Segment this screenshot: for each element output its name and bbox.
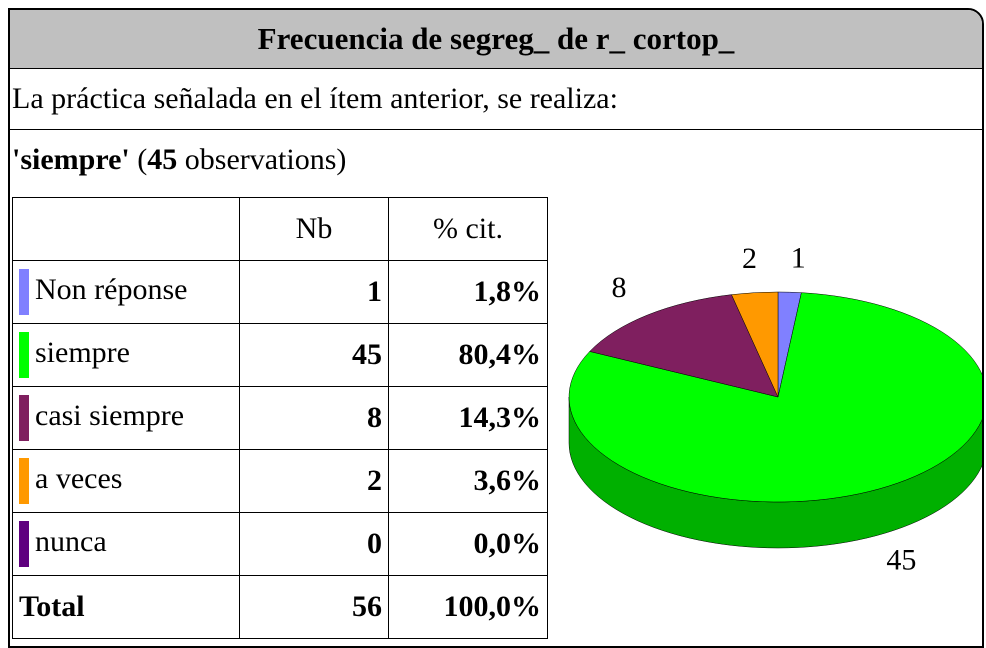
question: La práctica señalada en el ítem anterior…: [10, 69, 982, 130]
filter-suffix: observations): [184, 143, 347, 176]
pct-cell: 1,8%: [388, 260, 548, 324]
pie-slice: [731, 291, 779, 398]
pie-label: 8: [612, 271, 627, 304]
column-header: Nb: [239, 197, 389, 261]
row-label: nunca: [35, 524, 107, 558]
filter-count: 45: [147, 143, 178, 176]
swatch: [19, 458, 29, 504]
label-cell: casi siempre: [12, 386, 240, 450]
nb-cell: 8: [239, 386, 389, 450]
row-label: siempre: [35, 335, 130, 369]
swatch: [19, 521, 29, 567]
pie-slice: [568, 292, 982, 503]
label-cell: nunca: [12, 512, 240, 576]
row: siempre 45 80,4%: [12, 323, 548, 387]
pct-cell: 14,3%: [388, 386, 548, 450]
nb-cell: 1: [239, 260, 389, 324]
row-label: a veces: [35, 461, 123, 495]
pie-label: 45: [886, 543, 916, 576]
pie-chart: 1 45 8 2: [568, 242, 982, 576]
pct-cell: 80,4%: [388, 323, 548, 387]
nb-cell: 45: [239, 323, 389, 387]
pie-label: 2: [742, 242, 757, 275]
title: Frecuencia de segreg_ de r_ cortop_: [10, 10, 982, 69]
row-label: casi siempre: [35, 398, 185, 432]
row-label: Non réponse: [35, 272, 188, 306]
filter-open: (: [137, 143, 148, 176]
column-header: % cit.: [388, 197, 548, 261]
filter-value: 'siempre': [12, 143, 130, 176]
cell: [12, 197, 240, 261]
row: casi siempre 8 14,3%: [12, 386, 548, 450]
swatch: [19, 395, 29, 441]
pct-cell: 3,6%: [388, 449, 548, 513]
swatch: [19, 332, 29, 378]
pie-label: 1: [791, 242, 806, 275]
filter: 'siempre' (45 observations): [10, 130, 982, 190]
pie-slice: [589, 294, 779, 398]
header-row: Nb % cit.: [12, 197, 548, 261]
swatch: [19, 269, 29, 315]
frame: Frecuencia de segreg_ de r_ cortop_ La p…: [8, 8, 984, 648]
